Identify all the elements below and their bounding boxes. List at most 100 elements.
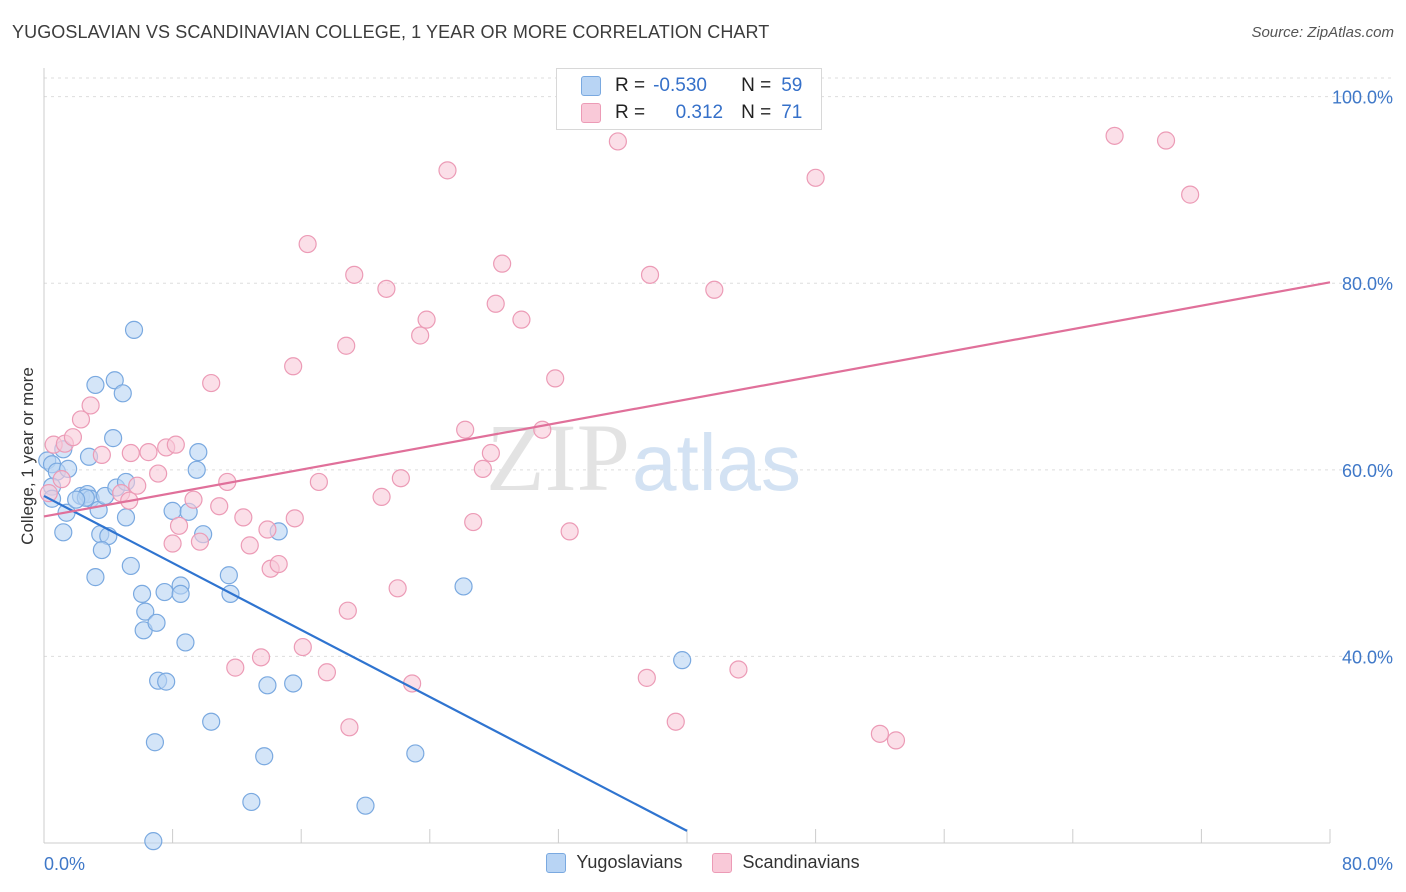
legend-item-scandinavians: Scandinavians — [712, 852, 860, 873]
point-yugoslavian — [454, 577, 473, 596]
point-yugoslavian — [219, 566, 238, 585]
point-scandinavian — [184, 490, 203, 509]
point-scandinavian — [473, 459, 492, 478]
y-tick-label: 60.0% — [1342, 461, 1393, 481]
point-yugoslavian — [104, 429, 123, 448]
point-yugoslavian — [124, 320, 144, 339]
point-scandinavian — [438, 161, 457, 180]
point-yugoslavian — [116, 508, 136, 527]
legend-swatch-blue — [581, 76, 601, 96]
point-yugoslavian — [284, 674, 303, 693]
point-yugoslavian — [356, 796, 375, 815]
point-yugoslavian — [147, 613, 166, 632]
point-yugoslavian — [176, 633, 195, 652]
point-scandinavian — [870, 724, 890, 743]
point-scandinavian — [1156, 131, 1176, 150]
point-scandinavian — [63, 428, 83, 447]
x-tick-label: 80.0% — [1342, 854, 1393, 874]
point-scandinavian — [486, 294, 505, 313]
point-scandinavian — [608, 132, 627, 151]
point-yugoslavian — [145, 733, 165, 752]
point-scandinavian — [284, 357, 303, 376]
point-scandinavian — [391, 469, 410, 488]
point-yugoslavian — [144, 832, 163, 851]
legend-swatch-pink — [712, 852, 733, 873]
point-scandinavian — [1181, 185, 1200, 204]
series-scandinavians — [39, 91, 1200, 750]
point-scandinavian — [240, 536, 259, 555]
legend-label: Yugoslavians — [576, 852, 683, 872]
point-scandinavian — [481, 443, 500, 463]
point-scandinavian — [411, 326, 430, 345]
r-label: R = — [615, 102, 646, 123]
series-legend: Yugoslavians Scandinavians — [0, 852, 1406, 873]
point-scandinavian — [512, 310, 531, 329]
point-scandinavian — [464, 512, 483, 532]
point-scandinavian — [285, 509, 304, 528]
point-yugoslavian — [105, 371, 124, 390]
point-scandinavian — [71, 410, 91, 429]
point-scandinavian — [258, 520, 277, 539]
n-label: N = — [741, 102, 772, 123]
point-scandinavian — [202, 373, 221, 393]
watermark-zip: ZIP — [486, 404, 630, 511]
point-scandinavian — [345, 265, 364, 284]
point-yugoslavian — [255, 747, 274, 766]
point-scandinavian — [210, 497, 229, 516]
point-scandinavian — [493, 254, 512, 273]
source-credit: Source: ZipAtlas.com — [1251, 24, 1394, 41]
point-yugoslavian — [92, 540, 111, 560]
point-yugoslavian — [155, 582, 174, 602]
point-scandinavian — [666, 712, 685, 731]
point-yugoslavian — [86, 375, 105, 395]
point-yugoslavian — [258, 676, 277, 695]
point-yugoslavian — [187, 460, 206, 479]
point-scandinavian — [1105, 126, 1124, 145]
point-yugoslavian — [157, 672, 176, 691]
point-scandinavian — [388, 579, 407, 598]
point-scandinavian — [377, 279, 396, 298]
n-value: 71 — [781, 102, 803, 123]
point-scandinavian — [705, 280, 724, 299]
r-value: -0.530 — [653, 75, 707, 96]
legend-row-scandinavians: R = 0.312 N = 71 — [581, 101, 802, 125]
point-yugoslavian — [86, 568, 105, 587]
point-scandinavian — [340, 718, 359, 737]
watermark-atlas: atlas — [632, 418, 801, 507]
legend-item-yugoslavians: Yugoslavians — [546, 852, 682, 873]
point-scandinavian — [92, 445, 111, 465]
point-yugoslavian — [113, 384, 132, 403]
point-scandinavian — [338, 601, 357, 620]
grid-lines — [44, 77, 1392, 657]
r-label: R = — [615, 75, 646, 96]
point-scandinavian — [337, 336, 356, 355]
legend-swatch-pink — [581, 103, 601, 123]
point-yugoslavian — [132, 584, 152, 604]
point-yugoslavian — [136, 602, 155, 621]
point-scandinavian — [121, 443, 140, 463]
point-scandinavian — [128, 476, 147, 495]
point-yugoslavian — [242, 792, 261, 812]
point-yugoslavian — [189, 443, 208, 462]
point-scandinavian — [234, 508, 253, 527]
point-scandinavian — [637, 668, 656, 687]
point-yugoslavian — [67, 490, 86, 509]
point-yugoslavian — [202, 712, 221, 731]
point-scandinavian — [149, 464, 168, 483]
legend-label: Scandinavians — [742, 852, 860, 872]
point-scandinavian — [640, 265, 660, 284]
point-scandinavian — [546, 369, 565, 388]
point-yugoslavian — [54, 523, 73, 542]
point-yugoslavian — [673, 651, 692, 670]
point-scandinavian — [190, 532, 210, 551]
point-scandinavian — [309, 472, 328, 492]
legend-swatch-blue — [546, 852, 567, 873]
chart-title: YUGOSLAVIAN VS SCANDINAVIAN COLLEGE, 1 Y… — [12, 22, 770, 42]
y-tick-label: 80.0% — [1342, 274, 1393, 294]
point-scandinavian — [269, 554, 288, 574]
trend-line-scandinavians — [43, 281, 1331, 518]
y-tick-label: 100.0% — [1332, 88, 1393, 108]
point-scandinavian — [417, 310, 436, 329]
point-scandinavian — [169, 516, 189, 535]
tick-labels: 40.0% 60.0% 80.0% 100.0% 0.0% 80.0% — [44, 88, 1393, 874]
